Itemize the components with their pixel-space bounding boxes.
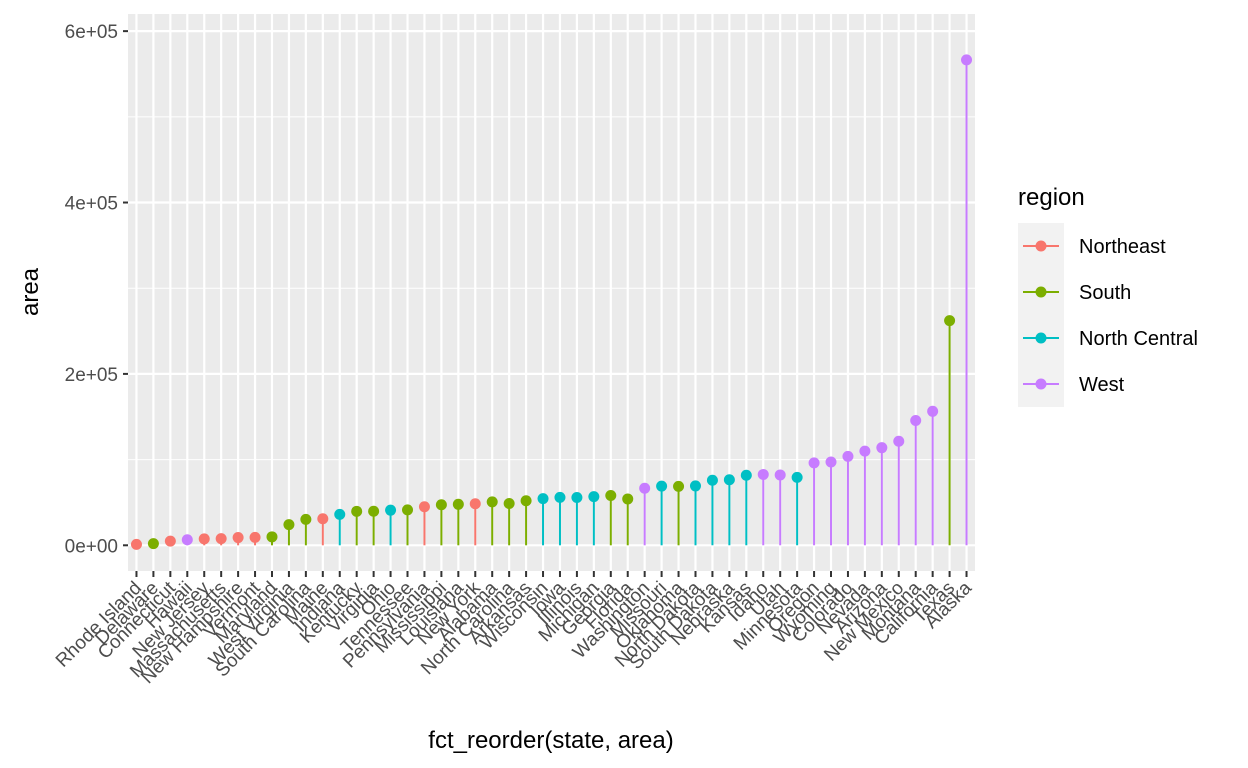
lollipop-point: [300, 513, 312, 525]
lollipop-point: [164, 535, 176, 547]
lollipop-point: [706, 474, 718, 486]
legend-key-point: [1035, 286, 1047, 298]
lollipop-point: [859, 445, 871, 457]
lollipop-point: [876, 442, 888, 454]
lollipop-point: [503, 497, 515, 509]
lollipop-point: [774, 469, 786, 481]
legend: region Northeast South North Central West: [1018, 184, 1198, 407]
lollipop-point: [605, 490, 617, 502]
chart-marks: [130, 54, 973, 550]
lollipop-point: [181, 534, 193, 546]
lollipop-point: [317, 513, 329, 525]
y-tick-label: 0e+00: [65, 536, 118, 557]
lollipop-point: [554, 491, 566, 503]
lollipop-point: [249, 531, 261, 543]
lollipop-point: [791, 471, 803, 483]
lollipop-point: [130, 538, 142, 550]
x-axis: Rhode IslandDelawareConnecticutHawaiiNew…: [52, 571, 976, 688]
legend-label: South: [1079, 282, 1131, 304]
lollipop-point: [723, 474, 735, 486]
lollipop-point: [402, 504, 414, 516]
lollipop-point: [198, 533, 210, 545]
lollipop-point: [418, 501, 430, 513]
y-axis: 0e+00 2e+05 4e+05 6e+05: [65, 22, 128, 557]
lollipop-point: [385, 504, 397, 516]
lollipop-point: [961, 54, 973, 66]
lollipop-point: [215, 533, 227, 545]
lollipop-point: [571, 492, 583, 504]
legend-key-point: [1035, 378, 1047, 390]
legend-key-point: [1035, 240, 1047, 252]
lollipop-point: [689, 480, 701, 492]
lollipop-point: [351, 505, 363, 517]
lollipop-point: [283, 519, 295, 531]
legend-title: region: [1018, 184, 1085, 211]
y-tick-label: 2e+05: [65, 365, 118, 386]
lollipop-point: [910, 415, 922, 427]
lollipop-point: [842, 450, 854, 462]
lollipop-point: [435, 499, 447, 511]
y-axis-title: area: [17, 267, 44, 316]
lollipop-point: [486, 496, 498, 508]
y-tick-label: 4e+05: [65, 194, 118, 215]
lollipop-point: [639, 482, 651, 494]
lollipop-point: [452, 498, 464, 510]
lollipop-point: [469, 498, 481, 510]
lollipop-point: [588, 491, 600, 503]
legend-label: North Central: [1079, 328, 1198, 350]
lollipop-point: [368, 505, 380, 517]
plot-panel: [128, 14, 975, 571]
lollipop-point: [944, 315, 956, 327]
legend-label: Northeast: [1079, 236, 1166, 258]
legend-keys: Northeast South North Central West: [1018, 223, 1198, 407]
lollipop-point: [147, 538, 159, 550]
lollipop-point: [622, 493, 634, 505]
lollipop-point: [673, 480, 685, 492]
lollipop-point: [520, 495, 532, 507]
lollipop-point: [825, 456, 837, 468]
lollipop-point: [893, 435, 905, 447]
lollipop-point: [808, 457, 820, 469]
lollipop-point: [757, 468, 769, 480]
lollipop-point: [656, 480, 668, 492]
lollipop-point: [266, 531, 278, 543]
y-tick-label: 6e+05: [65, 22, 118, 43]
lollipop-point: [927, 405, 939, 417]
lollipop-point: [334, 508, 346, 520]
x-axis-title: fct_reorder(state, area): [428, 727, 673, 754]
lollipop-point: [537, 493, 549, 505]
legend-key-point: [1035, 332, 1047, 344]
lollipop-point: [232, 532, 244, 544]
legend-label: West: [1079, 374, 1125, 396]
lollipop-point: [740, 469, 752, 481]
